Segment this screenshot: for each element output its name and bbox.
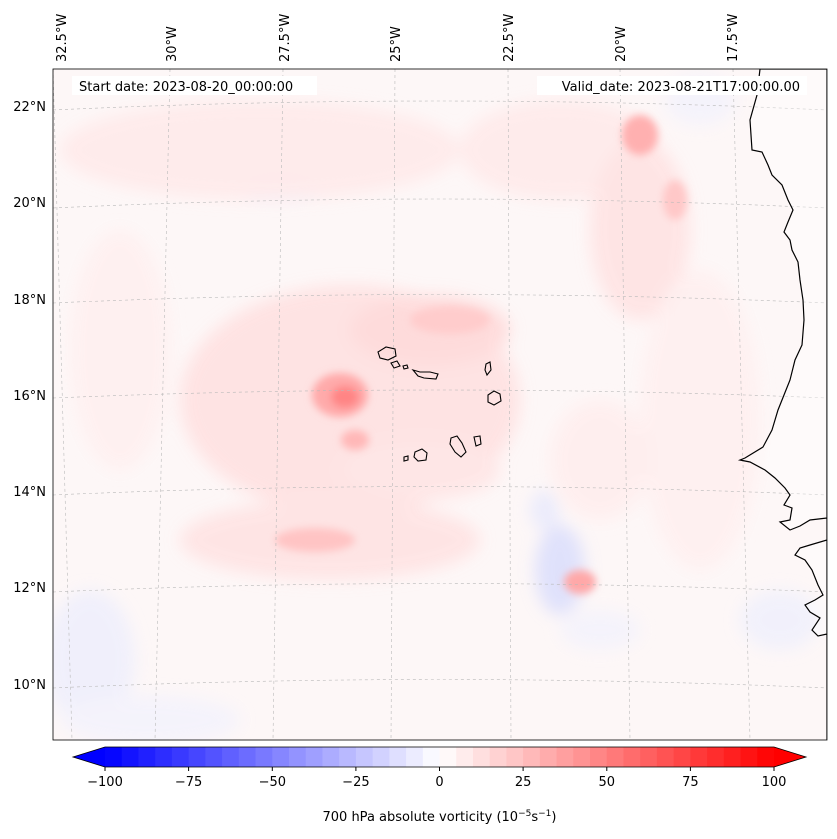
lat-label: 10°N — [13, 678, 46, 693]
lon-label: 32.5°W — [55, 14, 70, 62]
start-date-label: Start date: 2023-08-20_00:00:00 — [79, 80, 293, 95]
vorticity-field — [53, 69, 827, 740]
colorbar-cell — [707, 747, 725, 767]
colorbar-tick-label: 100 — [762, 775, 787, 790]
colorbar-cell — [188, 747, 206, 767]
colorbar-cell — [606, 747, 625, 767]
colorbar-cell — [673, 747, 691, 767]
colorbar-tick-label: −50 — [259, 775, 286, 790]
map-gridlines — [53, 69, 827, 740]
colorbar-cell — [322, 747, 340, 767]
lat-label: 20°N — [13, 196, 46, 211]
colorbar-cell — [757, 747, 775, 767]
lon-label: 27.5°W — [278, 14, 293, 62]
longitude-labels: 32.5°W 30°W 27.5°W 25°W 22.5°W 20°W 17.5… — [55, 14, 741, 62]
colorbar-cell — [288, 747, 307, 767]
colorbar-cell — [456, 747, 474, 767]
colorbar-cell — [171, 747, 190, 767]
island-maio — [473, 435, 482, 447]
island-sal — [484, 361, 492, 377]
colorbar-tick-label: −100 — [87, 775, 123, 790]
island-santa-luzia — [402, 364, 409, 370]
colorbar-cell — [623, 747, 641, 767]
colorbar-cell — [472, 747, 491, 767]
colorbar-cell — [439, 747, 457, 767]
colorbar-tick-label: 0 — [435, 775, 443, 790]
valid-date-label: Valid_date: 2023-08-21T17:00:00.00 — [562, 80, 800, 95]
colorbar-cell — [138, 747, 156, 767]
lat-label: 22°N — [13, 100, 46, 115]
lat-label: 16°N — [13, 389, 46, 404]
colorbar-cell — [372, 747, 390, 767]
colorbar-cell — [690, 747, 708, 767]
colorbar-cell — [539, 747, 558, 767]
colorbar-cell — [656, 747, 675, 767]
colorbar-cell — [556, 747, 574, 767]
colorbar-extend-low — [73, 747, 105, 767]
cape-verde-islands — [377, 346, 502, 462]
start-date-box — [72, 76, 317, 95]
map-frame — [52, 68, 828, 741]
colorbar: −100 −75 −50 −25 0 25 50 75 100 700 hPa … — [71, 746, 808, 825]
colorbar-label: 700 hPa absolute vorticity (10−5s−1) — [323, 809, 557, 825]
island-santiago — [449, 435, 467, 458]
map-panel: Start date: 2023-08-20_00:00:00 Valid_da… — [13, 14, 828, 741]
colorbar-cell — [590, 747, 608, 767]
colorbar-cell — [339, 747, 357, 767]
colorbar-tick-label: 50 — [599, 775, 616, 790]
island-santo-antao — [377, 346, 397, 361]
colorbar-cell — [205, 747, 223, 767]
colorbar-cell — [640, 747, 658, 767]
colorbar-cell — [573, 747, 591, 767]
colorbar-cell — [489, 747, 508, 767]
colorbar-cell — [389, 747, 407, 767]
colorbar-cell — [121, 747, 140, 767]
colorbar-extend-high — [774, 747, 806, 767]
africa-coastline — [737, 69, 827, 740]
lon-label: 25°W — [389, 26, 404, 62]
colorbar-cell — [506, 747, 524, 767]
colorbar-tick-label: −25 — [342, 775, 369, 790]
island-sao-vicente — [390, 360, 401, 369]
latitude-labels: 22°N 20°N 18°N 16°N 14°N 12°N 10°N — [13, 100, 46, 693]
lon-label: 22.5°W — [502, 14, 517, 62]
island-sao-nicolau — [411, 368, 439, 380]
colorbar-cell — [222, 747, 240, 767]
lon-label: 17.5°W — [726, 14, 741, 62]
lon-label: 30°W — [165, 26, 180, 62]
colorbar-cell — [238, 747, 257, 767]
valid-date-box — [537, 76, 807, 95]
colorbar-tick-label: 75 — [682, 775, 699, 790]
lat-label: 12°N — [13, 581, 46, 596]
colorbar-cell — [523, 747, 541, 767]
colorbar-cell — [105, 747, 123, 767]
island-boa-vista — [487, 390, 502, 406]
colorbar-cells — [105, 747, 775, 767]
island-brava — [403, 455, 409, 462]
colorbar-tick-label: −75 — [175, 775, 202, 790]
colorbar-cell — [272, 747, 290, 767]
colorbar-cell — [406, 747, 424, 767]
colorbar-cell — [723, 747, 742, 767]
island-fogo — [413, 448, 428, 462]
colorbar-cell — [155, 747, 173, 767]
colorbar-cell — [355, 747, 374, 767]
lat-label: 14°N — [13, 485, 46, 500]
colorbar-cell — [305, 747, 324, 767]
colorbar-tick-label: 25 — [515, 775, 532, 790]
colorbar-cell — [255, 747, 273, 767]
lon-label: 20°W — [614, 26, 629, 62]
colorbar-ticks: −100 −75 −50 −25 0 25 50 75 100 — [87, 767, 786, 790]
lat-label: 18°N — [13, 293, 46, 308]
colorbar-cell — [740, 747, 758, 767]
colorbar-cell — [422, 747, 441, 767]
